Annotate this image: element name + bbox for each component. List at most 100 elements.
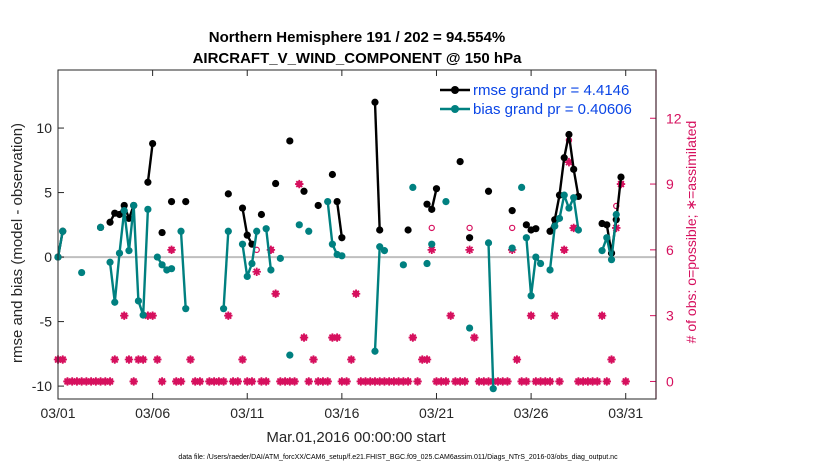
bias-point	[607, 256, 616, 264]
bias-point	[276, 254, 284, 262]
obs-assimilated-point	[437, 377, 446, 386]
bias-line	[179, 231, 187, 309]
obs-assimilated-point	[309, 355, 318, 364]
rmse-point	[120, 201, 128, 210]
bias-point	[286, 351, 294, 359]
bias-point	[130, 201, 138, 210]
rmse-point	[314, 201, 322, 210]
obs-assimilated-point	[583, 377, 593, 386]
y-axis-label: rmse and bias (model - observation)	[9, 123, 26, 363]
bias-point	[78, 268, 86, 277]
bias-line	[525, 237, 542, 297]
bias-point	[134, 297, 143, 305]
rmse-point	[432, 185, 441, 193]
obs-assimilated-point	[522, 377, 531, 386]
rmse-point	[167, 198, 176, 206]
rmse-point	[158, 228, 166, 237]
obs-assimilated-point	[172, 377, 181, 386]
obs-assimilated-point	[91, 377, 101, 386]
rmse-point	[238, 204, 247, 212]
rmse-line	[335, 201, 344, 238]
rmse-point	[286, 137, 294, 145]
obs-assimilated-point	[597, 311, 607, 320]
bias-point	[527, 292, 535, 300]
bias-point	[238, 240, 247, 248]
y-tick-label-right: 12	[666, 110, 682, 126]
obs-assimilated-point	[441, 377, 451, 386]
x-tick-label: 03/16	[324, 405, 359, 421]
obs-assimilated-point	[157, 377, 167, 386]
obs-assimilated-point	[455, 377, 465, 386]
y-tick-label-right: 6	[666, 242, 674, 258]
bias-point	[182, 305, 190, 313]
bias-point	[371, 347, 379, 355]
obs-assimilated-point	[351, 289, 361, 298]
bias-point	[399, 261, 407, 269]
obs-assimilated-point	[512, 355, 522, 364]
rmse-point	[243, 231, 251, 239]
y-tick-label: -10	[32, 378, 52, 394]
rmse-point	[617, 173, 625, 181]
bias-point	[522, 234, 530, 242]
bias-point	[598, 247, 606, 255]
obs-assimilated-point	[408, 333, 418, 342]
rmse-point	[272, 179, 280, 188]
bias-point	[262, 225, 270, 233]
obs-assimilated-point	[105, 377, 115, 386]
obs-assimilated-point	[536, 377, 545, 386]
obs-assimilated-point	[77, 377, 86, 386]
obs-possible-point	[466, 224, 473, 232]
y-axis-label-right: # of obs: o=possible; ∗=assimilated	[683, 121, 699, 344]
obs-assimilated-point	[252, 267, 261, 276]
bias-point	[574, 226, 583, 234]
bias-point	[328, 240, 336, 248]
obs-assimilated-point	[110, 355, 119, 364]
obs-assimilated-point	[337, 377, 347, 386]
bias-point	[224, 227, 232, 235]
obs-assimilated-point	[418, 355, 427, 364]
bias-point	[219, 305, 228, 313]
obs-assimilated-point	[271, 289, 280, 298]
obs-assimilated-point	[498, 377, 507, 386]
rmse-point	[300, 187, 308, 195]
obs-assimilated-point	[209, 377, 219, 386]
plot-frame	[57, 69, 657, 400]
bias-point	[177, 227, 185, 235]
bias-point	[570, 194, 578, 202]
bias-point	[409, 183, 417, 192]
bias-point	[248, 259, 256, 268]
rmse-point	[371, 98, 379, 106]
obs-assimilated-point	[560, 245, 569, 255]
bias-point	[125, 247, 133, 255]
obs-assimilated-point	[304, 377, 313, 386]
obs-assimilated-point	[176, 377, 186, 386]
rmse-point	[376, 226, 384, 234]
rmse-line	[146, 143, 154, 183]
bias-line	[600, 214, 618, 261]
obs-assimilated-point	[101, 377, 110, 386]
obs-assimilated-point	[403, 377, 413, 386]
bias-point	[144, 205, 152, 213]
obs-assimilated-point	[120, 311, 129, 320]
rmse-point	[106, 218, 114, 226]
rmse-point	[338, 234, 346, 242]
bias-point	[423, 259, 431, 268]
bias-point	[267, 266, 275, 274]
obs-assimilated-point	[541, 377, 550, 386]
rmse-point	[570, 165, 578, 173]
rmse-point	[257, 210, 266, 219]
x-tick-label: 03/26	[514, 405, 549, 421]
bias-point	[560, 191, 568, 199]
obs-assimilated-point	[67, 377, 77, 386]
obs-assimilated-point	[399, 377, 408, 386]
bias-point	[565, 204, 573, 212]
rmse-point	[522, 221, 530, 229]
obs-assimilated-point	[214, 377, 224, 386]
obs-assimilated-point	[493, 377, 503, 386]
obs-assimilated-point	[280, 377, 290, 386]
bias-point	[111, 298, 119, 306]
obs-assimilated-point	[465, 245, 474, 255]
y-tick-label: -5	[40, 314, 53, 330]
bias-point	[442, 198, 450, 206]
obs-assimilated-point	[427, 245, 436, 255]
